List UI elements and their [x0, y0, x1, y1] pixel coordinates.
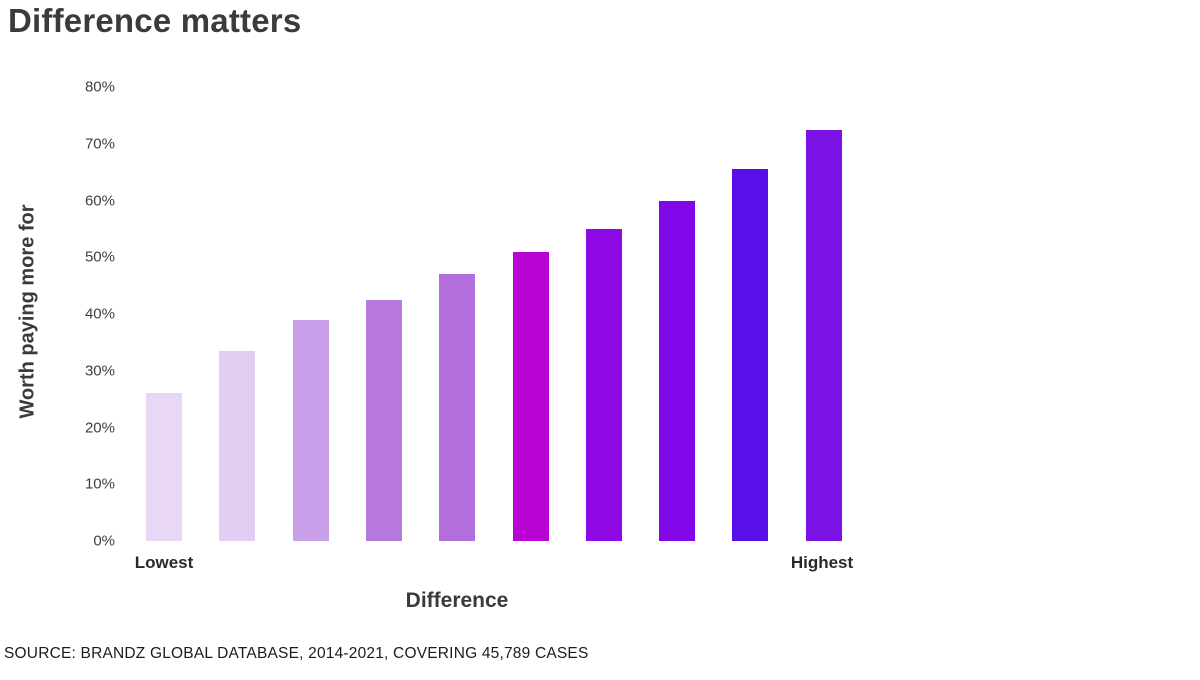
bar-8: [659, 200, 696, 541]
y-tick-30pct: 30%: [84, 362, 115, 380]
y-axis-label: Worth paying more for: [16, 204, 39, 419]
y-tick-80pct: 80%: [84, 78, 115, 96]
bar-9: [732, 169, 769, 541]
y-tick-0pct: 0%: [93, 532, 115, 550]
bar-7: [585, 228, 622, 541]
bar-10-highest: [805, 129, 842, 541]
bar-3: [292, 319, 329, 541]
y-tick-20pct: 20%: [84, 419, 115, 436]
x-axis-end-label-highest: Highest: [790, 553, 854, 572]
chart-title: Difference matters: [8, 2, 302, 39]
x-axis-end-label-lowest: Lowest: [134, 553, 194, 572]
x-axis-label: Difference: [405, 589, 509, 612]
y-axis-ticks: 80% 70% 60% 50% 40% 30% 20% 10% 0%: [55, 79, 115, 550]
plot-area: [130, 87, 890, 541]
bar-1-lowest: [146, 393, 182, 541]
y-tick-50pct: 50%: [84, 248, 115, 266]
bar-6: [512, 251, 549, 541]
bar-2: [219, 350, 256, 541]
y-tick-10pct: 10%: [84, 475, 115, 493]
bar-4: [365, 299, 402, 541]
y-tick-40pct: 40%: [84, 305, 115, 323]
y-tick-70pct: 70%: [84, 135, 115, 153]
bar-5: [439, 274, 476, 541]
y-tick-60pct: 60%: [84, 192, 115, 209]
source-note: SOURCE: BRANDZ GLOBAL DATABASE, 2014-202…: [4, 645, 589, 662]
